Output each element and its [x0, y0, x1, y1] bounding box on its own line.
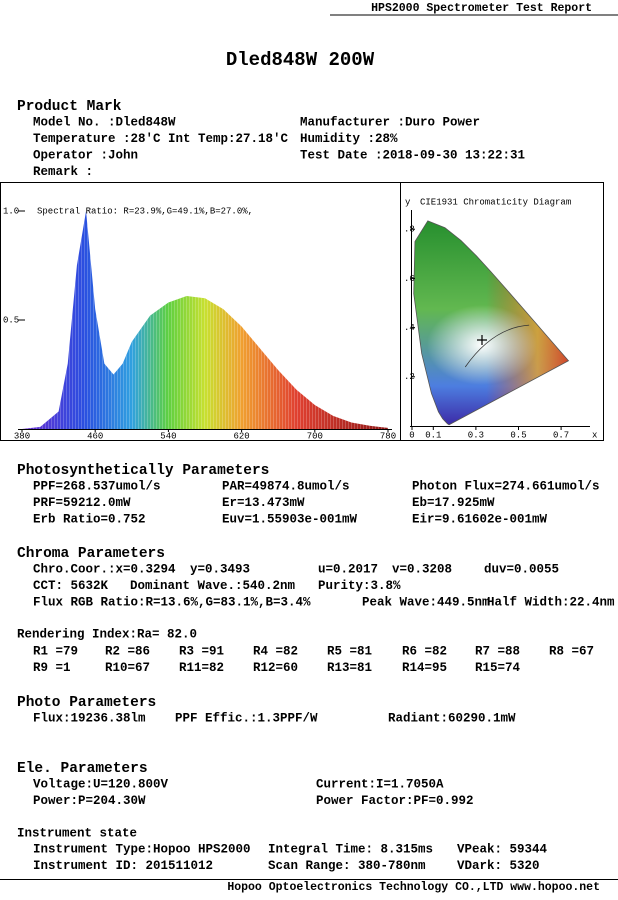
field: Instrument Type:Hopoo HPS2000 — [33, 842, 251, 856]
field: R11=82 — [179, 661, 224, 675]
footer: Hopoo Optoelectronics Technology CO.,LTD… — [227, 881, 600, 894]
annotation: Spectral Ratio: R=23.9%,G=49.1%,B=27.0%, — [37, 206, 253, 216]
x-tick-label: 0.1 — [425, 430, 441, 440]
field: Operator :John — [33, 148, 138, 162]
field: Photon Flux=274.661umol/s — [412, 479, 600, 493]
x-tick-label: 380 — [14, 431, 30, 441]
field: Eir=9.61602e-001mW — [412, 512, 548, 526]
y-label: y — [405, 197, 411, 207]
x-tick-label: 620 — [233, 431, 249, 441]
x-tick-label: 780 — [380, 431, 396, 441]
field: Flux RGB Ratio:R=13.6%,G=83.1%,B=3.4% — [33, 595, 311, 609]
field: u=0.2017 — [318, 562, 378, 576]
y-tick-label: .6 — [404, 274, 415, 284]
field: Dominant Wave.:540.2nm — [130, 579, 296, 593]
y-tick-label: .4 — [404, 323, 415, 333]
field: Eb=17.925mW — [412, 496, 495, 510]
field: R15=74 — [475, 661, 521, 675]
field: Erb Ratio=0.752 — [33, 512, 146, 526]
field: R3 =91 — [179, 644, 224, 658]
field: Voltage:U=120.800V — [33, 777, 169, 791]
x-tick-label: 0 — [409, 430, 414, 440]
cie-locus — [413, 220, 570, 426]
field: VPeak: 59344 — [457, 842, 548, 856]
field: PRF=59212.0mW — [33, 496, 131, 510]
field: R12=60 — [253, 661, 298, 675]
field: R14=95 — [402, 661, 447, 675]
field: Scan Range: 380-780nm — [268, 859, 426, 873]
field: R2 =86 — [105, 644, 150, 658]
chroma-point — [477, 335, 487, 345]
field: Chro.Coor.:x=0.3294 — [33, 562, 176, 576]
field: Model No. :Dled848W — [33, 115, 176, 129]
field: Half Width:22.4nm — [487, 595, 615, 609]
section-heading: Ele. Parameters — [17, 761, 148, 777]
x-tick-label: 460 — [87, 431, 103, 441]
field: Power:P=204.30W — [33, 794, 146, 808]
field: v=0.3208 — [392, 562, 452, 576]
field: R6 =82 — [402, 644, 447, 658]
field: Purity:3.8% — [318, 579, 401, 593]
field: PPF=268.537umol/s — [33, 479, 161, 493]
field: R1 =79 — [33, 644, 78, 658]
field: VDark: 5320 — [457, 859, 540, 873]
section-heading: Photosynthetically Parameters — [17, 463, 269, 479]
cie-gamut — [413, 220, 569, 425]
spectrum-stripes — [22, 211, 388, 429]
field: Integral Time: 8.315ms — [268, 842, 433, 856]
field: Remark : — [33, 165, 93, 179]
field: Euv=1.55903e-001mW — [222, 512, 358, 526]
field: y=0.3493 — [190, 562, 250, 576]
field: Power Factor:PF=0.992 — [316, 794, 474, 808]
field: R4 =82 — [253, 644, 298, 658]
x-tick-label: 540 — [160, 431, 176, 441]
section-heading: Instrument state — [17, 826, 137, 840]
chart-title: CIE1931 Chromaticity Diagram — [420, 197, 571, 207]
planck-locus — [464, 324, 530, 368]
field: Humidity :28% — [300, 132, 398, 146]
field: R10=67 — [105, 661, 150, 675]
field: Manufacturer :Duro Power — [300, 115, 480, 129]
x-tick-label: 700 — [307, 431, 323, 441]
field: Flux:19236.38lm — [33, 711, 146, 725]
field: Radiant:60290.1mW — [388, 711, 516, 725]
x-tick-label: 0.7 — [553, 430, 569, 440]
section-heading: Chroma Parameters — [17, 546, 165, 562]
y-tick-label: .2 — [404, 372, 415, 382]
y-tick-label: 0.5 — [3, 315, 19, 325]
field: R7 =88 — [475, 644, 520, 658]
field: R9 =1 — [33, 661, 71, 675]
field: R13=81 — [327, 661, 372, 675]
field: CCT: 5632K — [33, 579, 109, 593]
field: Er=13.473mW — [222, 496, 305, 510]
field: Instrument ID: 201511012 — [33, 859, 213, 873]
field: Test Date :2018-09-30 13:22:31 — [300, 148, 525, 162]
y-tick-label: 1.0 — [3, 206, 19, 216]
y-tick-label: .8 — [404, 225, 415, 235]
section-heading: Rendering Index:Ra= 82.0 — [17, 627, 197, 641]
title: Dled848W 200W — [226, 49, 375, 71]
field: Peak Wave:449.5nm — [362, 595, 490, 609]
x-label: x — [592, 430, 597, 440]
field: Temperature :28'C Int Temp:27.18'C — [33, 132, 289, 146]
field: Current:I=1.7050A — [316, 777, 444, 791]
field: R5 =81 — [327, 644, 372, 658]
x-tick-label: 0.3 — [468, 430, 484, 440]
x-tick-label: 0.5 — [510, 430, 526, 440]
report-title: HPS2000 Spectrometer Test Report — [371, 2, 592, 15]
field: PPF Effic.:1.3PPF/W — [175, 711, 318, 725]
field: duv=0.0055 — [484, 562, 559, 576]
field: PAR=49874.8umol/s — [222, 479, 350, 493]
field: R8 =67 — [549, 644, 594, 658]
section-heading: Product Mark — [17, 99, 122, 115]
chart-frame — [0, 182, 604, 441]
section-heading: Photo Parameters — [17, 695, 156, 711]
